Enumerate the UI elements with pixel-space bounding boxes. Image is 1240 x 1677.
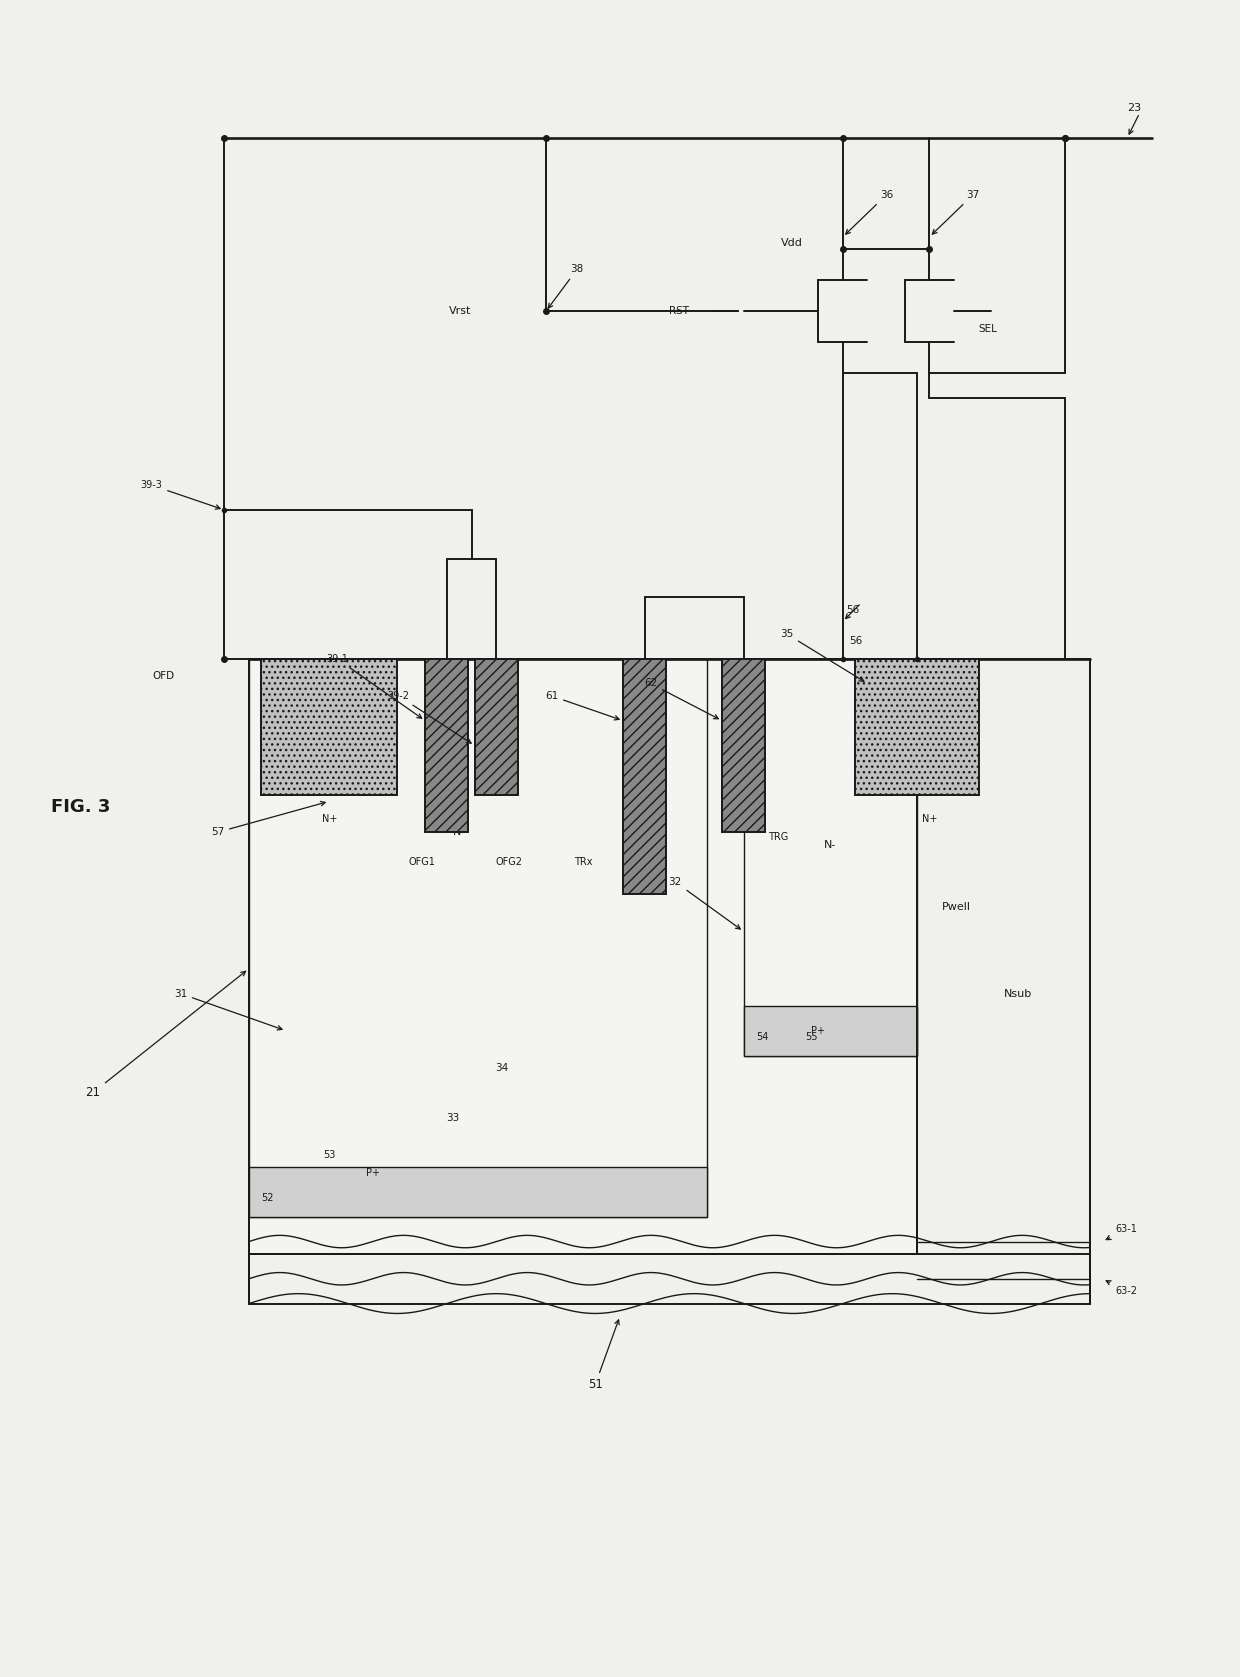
Text: SEL: SEL [978, 324, 998, 334]
Bar [622, 659, 666, 894]
Text: Pwell: Pwell [941, 902, 971, 912]
Text: 63-2: 63-2 [1106, 1281, 1137, 1296]
Text: 34: 34 [496, 1063, 508, 1073]
Text: N-: N- [825, 840, 837, 850]
Bar [249, 659, 916, 1254]
Bar [856, 659, 978, 795]
Text: Vrst: Vrst [449, 307, 471, 317]
Text: 52: 52 [262, 1192, 274, 1202]
Text: 51: 51 [588, 1320, 619, 1390]
Text: 21: 21 [86, 971, 246, 1098]
Text: 23: 23 [1127, 102, 1141, 112]
Bar [475, 659, 518, 795]
Text: N+: N+ [921, 813, 937, 823]
Text: 62: 62 [644, 679, 718, 719]
Text: 33: 33 [446, 1112, 459, 1122]
Text: 53: 53 [324, 1150, 336, 1160]
Text: OFD: OFD [153, 671, 175, 681]
Text: 54: 54 [756, 1031, 769, 1041]
Text: FIG. 3: FIG. 3 [51, 798, 110, 817]
Text: OFG1: OFG1 [409, 857, 435, 867]
Text: 32: 32 [668, 877, 740, 929]
Text: TRx: TRx [574, 857, 593, 867]
Bar [249, 659, 707, 1218]
Text: 63-1: 63-1 [1106, 1224, 1137, 1239]
Bar [722, 659, 765, 832]
Text: 55: 55 [806, 1031, 818, 1041]
Text: Nsub: Nsub [1003, 988, 1032, 998]
Text: 35: 35 [780, 629, 864, 681]
Text: OFG2: OFG2 [495, 857, 522, 867]
Text: P+: P+ [811, 1026, 825, 1036]
Bar [249, 659, 1090, 1303]
Text: N-: N- [453, 827, 465, 837]
Text: 37: 37 [932, 190, 980, 235]
Text: 31: 31 [174, 988, 281, 1030]
Text: 39-1: 39-1 [326, 654, 422, 718]
Bar [744, 659, 916, 1055]
Text: RST: RST [670, 307, 689, 317]
Text: P+: P+ [366, 1169, 379, 1179]
Bar [744, 1006, 916, 1055]
Text: TRG: TRG [769, 832, 789, 842]
Text: 56: 56 [849, 636, 862, 646]
Text: 39-2: 39-2 [388, 691, 471, 743]
Bar [249, 1167, 707, 1218]
Text: 61: 61 [544, 691, 619, 719]
Text: 57: 57 [211, 802, 325, 837]
Bar [425, 659, 469, 832]
Text: 56: 56 [847, 605, 859, 615]
Text: 36: 36 [846, 190, 893, 235]
Text: 39-3: 39-3 [140, 480, 221, 510]
Bar [262, 659, 397, 795]
Text: N+: N+ [321, 813, 337, 823]
Text: Vdd: Vdd [781, 238, 802, 248]
Text: 38: 38 [548, 265, 584, 309]
